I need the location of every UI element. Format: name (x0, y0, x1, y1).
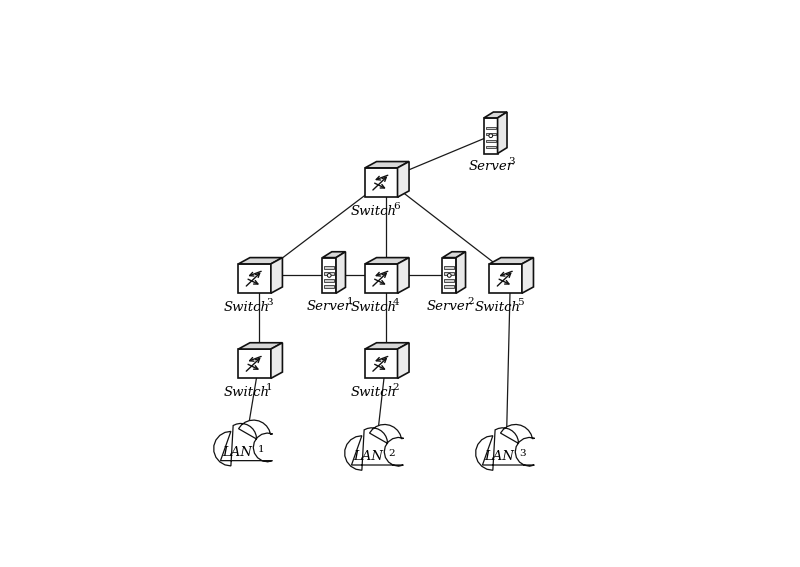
Text: 3: 3 (509, 158, 515, 166)
Circle shape (489, 134, 493, 138)
Polygon shape (490, 257, 534, 264)
Polygon shape (486, 133, 496, 136)
Text: 1: 1 (347, 297, 354, 306)
Text: Server: Server (468, 160, 514, 173)
Polygon shape (324, 266, 334, 269)
Polygon shape (322, 257, 336, 293)
Polygon shape (365, 264, 398, 293)
Polygon shape (456, 252, 466, 293)
Polygon shape (398, 162, 409, 197)
Text: Switch: Switch (350, 205, 397, 218)
Polygon shape (238, 342, 282, 349)
Polygon shape (484, 118, 498, 154)
Polygon shape (444, 272, 454, 275)
Text: LAN: LAN (485, 450, 514, 463)
Text: Switch: Switch (350, 301, 397, 314)
Text: 5: 5 (518, 298, 524, 307)
Text: 2: 2 (393, 383, 399, 392)
Polygon shape (398, 257, 409, 293)
Polygon shape (444, 280, 454, 282)
Polygon shape (365, 257, 409, 264)
Polygon shape (444, 266, 454, 269)
Polygon shape (271, 257, 282, 293)
Polygon shape (486, 146, 496, 149)
Polygon shape (442, 252, 466, 257)
Polygon shape (522, 257, 534, 293)
Polygon shape (322, 252, 346, 257)
Text: Switch: Switch (224, 386, 270, 399)
Circle shape (447, 273, 451, 277)
Polygon shape (398, 342, 409, 378)
Text: Server: Server (426, 300, 472, 312)
Text: Switch: Switch (475, 301, 521, 314)
Polygon shape (486, 139, 496, 142)
Text: 6: 6 (393, 202, 399, 211)
Text: Server: Server (306, 300, 352, 312)
PathPatch shape (214, 420, 273, 466)
Polygon shape (365, 168, 398, 197)
Polygon shape (442, 257, 456, 293)
Polygon shape (324, 285, 334, 288)
Text: 1: 1 (258, 445, 264, 454)
Text: 1: 1 (266, 383, 273, 392)
Polygon shape (336, 252, 346, 293)
Polygon shape (486, 126, 496, 129)
Polygon shape (238, 264, 271, 293)
Polygon shape (365, 162, 409, 168)
Text: 4: 4 (393, 298, 399, 307)
Text: Switch: Switch (224, 301, 270, 314)
PathPatch shape (476, 425, 534, 470)
Text: LAN: LAN (354, 450, 383, 463)
Text: 3: 3 (519, 450, 526, 459)
Polygon shape (324, 272, 334, 275)
Polygon shape (444, 285, 454, 288)
Polygon shape (271, 342, 282, 378)
Polygon shape (324, 280, 334, 282)
Polygon shape (365, 349, 398, 378)
Text: LAN: LAN (222, 446, 253, 459)
Polygon shape (365, 342, 409, 349)
Polygon shape (484, 112, 507, 118)
Circle shape (327, 273, 331, 277)
Text: 2: 2 (388, 450, 395, 459)
Polygon shape (238, 257, 282, 264)
Polygon shape (490, 264, 522, 293)
Text: 2: 2 (467, 297, 474, 306)
Text: Switch: Switch (350, 386, 397, 399)
PathPatch shape (345, 425, 403, 470)
Polygon shape (498, 112, 507, 154)
Text: 3: 3 (266, 298, 273, 307)
Polygon shape (238, 349, 271, 378)
